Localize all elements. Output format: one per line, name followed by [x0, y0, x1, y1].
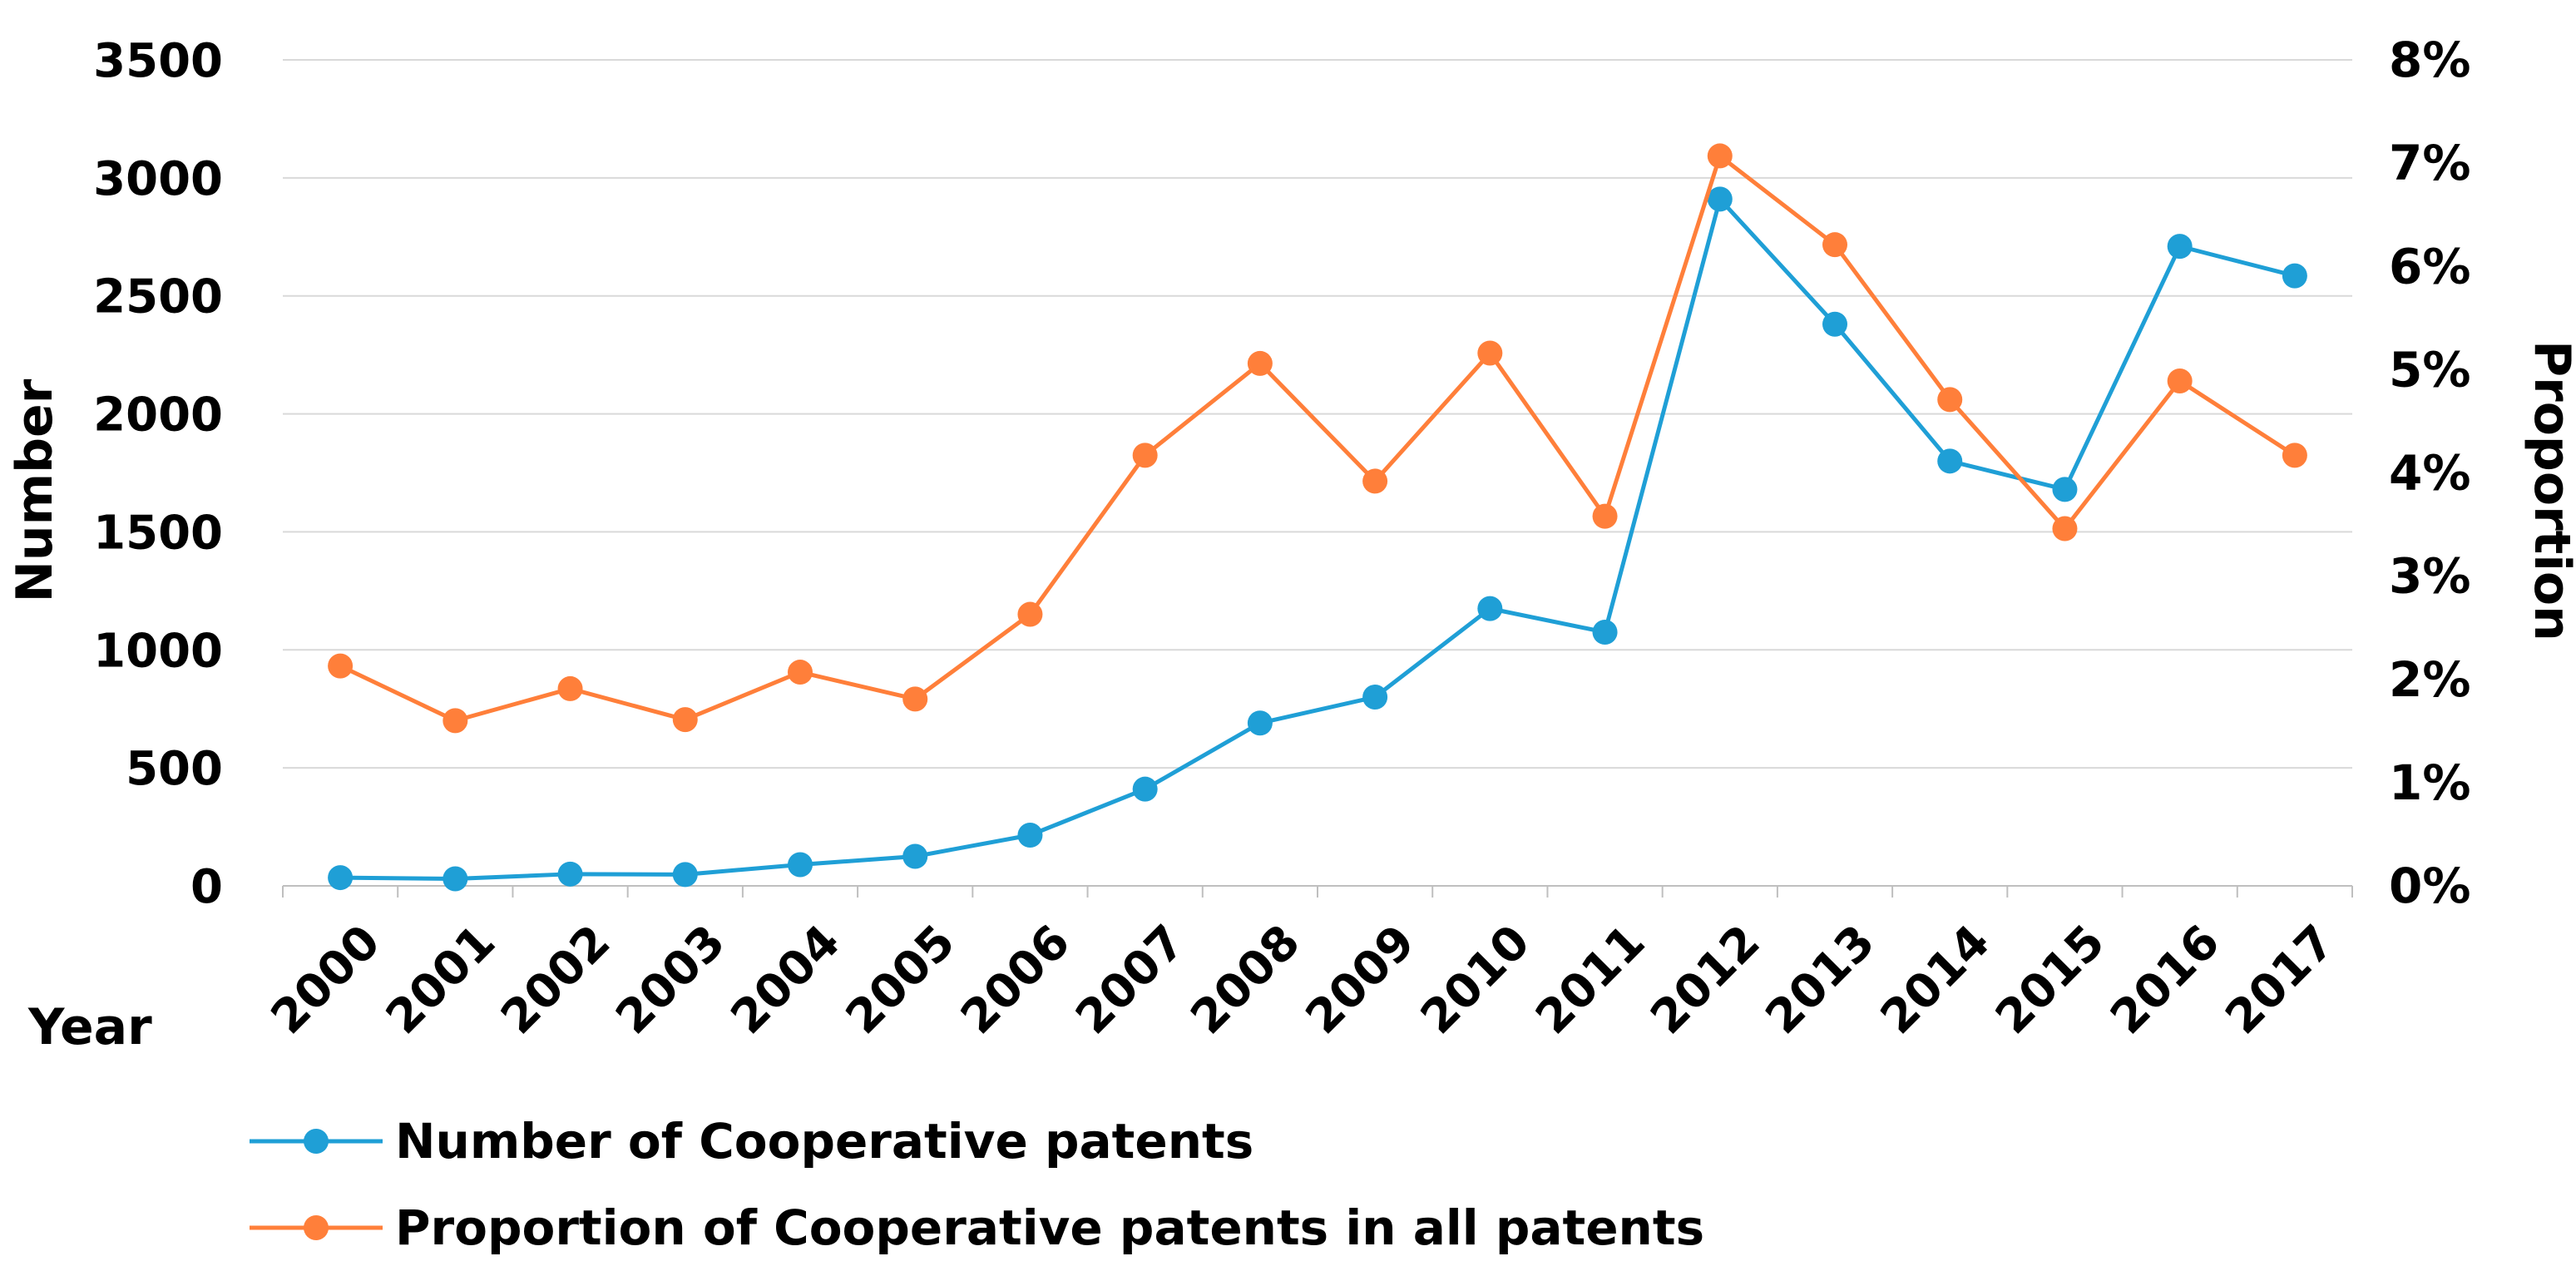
series-0	[328, 186, 2307, 892]
data-point	[2052, 477, 2078, 502]
x-tick-label: 2012	[1640, 915, 1770, 1045]
data-point	[2167, 234, 2193, 260]
legend-label-number: Number of Cooperative patents	[395, 1113, 1253, 1170]
data-point	[1017, 601, 1043, 627]
data-point	[902, 843, 928, 869]
x-tick-label: 2008	[1180, 915, 1310, 1045]
data-point	[1707, 186, 1733, 212]
data-point	[1707, 143, 1733, 169]
legend-label-proportion: Proportion of Cooperative patents in all…	[395, 1199, 1704, 1256]
y-tick-label: 3500	[93, 34, 223, 88]
data-point	[2167, 368, 2193, 394]
y-tick-label: 2500	[93, 270, 223, 324]
x-axis-title: Year	[27, 998, 152, 1056]
data-point	[443, 866, 468, 892]
data-point	[788, 660, 813, 685]
data-point	[328, 865, 354, 891]
data-point	[1822, 232, 1847, 258]
data-point	[2052, 516, 2078, 542]
y-tick-label: 1500	[93, 506, 223, 560]
data-point	[1937, 387, 1963, 413]
x-tick-label: 2002	[491, 915, 621, 1045]
y2-tick-label: 5%	[2389, 341, 2470, 398]
y2-tick-label: 2%	[2389, 651, 2470, 708]
y2-tick-label: 6%	[2389, 238, 2470, 294]
data-point	[788, 852, 813, 878]
x-tick-label: 2001	[376, 915, 506, 1045]
y-tick-label: 3000	[93, 152, 223, 206]
x-tick-label: 2011	[1525, 915, 1655, 1045]
legend-marker-number	[304, 1129, 329, 1154]
x-tick-label: 2007	[1066, 915, 1195, 1045]
y2-tick-label: 1%	[2389, 754, 2470, 811]
data-point	[902, 686, 928, 712]
data-point	[672, 862, 698, 888]
legend: Number of Cooperative patents Proportion…	[250, 1113, 1704, 1256]
data-point	[1937, 448, 1963, 474]
left-axis-ticks: 0 500 1000 1500 2000 2500 3000 3500	[93, 34, 223, 914]
y2-tick-label: 0%	[2389, 858, 2470, 914]
data-point	[328, 653, 354, 679]
legend-marker-proportion	[304, 1215, 329, 1240]
data-point	[1132, 776, 1158, 802]
y2-tick-label: 4%	[2389, 445, 2470, 502]
x-tick-label: 2017	[2215, 915, 2345, 1045]
data-point	[557, 861, 583, 887]
y2-tick-label: 8%	[2389, 32, 2470, 88]
data-point	[1477, 596, 1503, 621]
data-point	[2282, 263, 2307, 289]
x-tick-label: 2006	[951, 915, 1080, 1045]
data-point	[1247, 350, 1273, 376]
x-tick-label: 2010	[1411, 915, 1540, 1045]
x-tick-label: 2000	[261, 915, 391, 1045]
data-point	[1132, 443, 1158, 468]
data-point	[1477, 340, 1503, 366]
data-point	[1592, 503, 1618, 529]
data-point	[1017, 823, 1043, 848]
y-axis-title: Number	[6, 378, 64, 602]
data-point	[1822, 311, 1847, 337]
series-layer	[328, 143, 2307, 892]
y-tick-label: 1000	[93, 624, 223, 678]
legend-entry-number: Number of Cooperative patents	[250, 1113, 1253, 1170]
right-axis-ticks: 0% 1% 2% 3% 4% 5% 6% 7% 8%	[2389, 32, 2470, 914]
data-point	[557, 675, 583, 701]
series-1	[328, 143, 2307, 734]
y-tick-label: 500	[126, 742, 223, 796]
gridlines	[283, 59, 2352, 769]
x-tick-label: 2003	[606, 915, 735, 1045]
x-tick-label: 2016	[2100, 915, 2230, 1045]
x-tick-label: 2014	[1871, 915, 2000, 1045]
data-point	[1247, 710, 1273, 736]
y2-tick-label: 3%	[2389, 548, 2470, 605]
data-point	[672, 707, 698, 733]
y-tick-label: 0	[190, 860, 223, 914]
legend-entry-proportion: Proportion of Cooperative patents in all…	[250, 1199, 1704, 1256]
data-point	[2282, 443, 2307, 468]
x-tick-label: 2005	[836, 915, 966, 1045]
series-line	[339, 153, 2297, 723]
x-tick-label: 2015	[1985, 915, 2115, 1045]
x-tick-label: 2009	[1296, 915, 1426, 1045]
y2-tick-label: 7%	[2389, 135, 2470, 191]
data-point	[1362, 468, 1388, 494]
y2-axis-title: Proportion	[2523, 340, 2576, 641]
data-point	[1362, 685, 1388, 710]
data-point	[1592, 620, 1618, 645]
x-axis: 2000200120022003200420052006200720082009…	[261, 885, 2353, 1045]
series-line	[340, 196, 2296, 881]
y-tick-label: 2000	[93, 388, 223, 443]
x-tick-label: 2004	[721, 915, 851, 1045]
x-tick-label: 2013	[1756, 915, 1886, 1045]
data-point	[443, 708, 468, 734]
